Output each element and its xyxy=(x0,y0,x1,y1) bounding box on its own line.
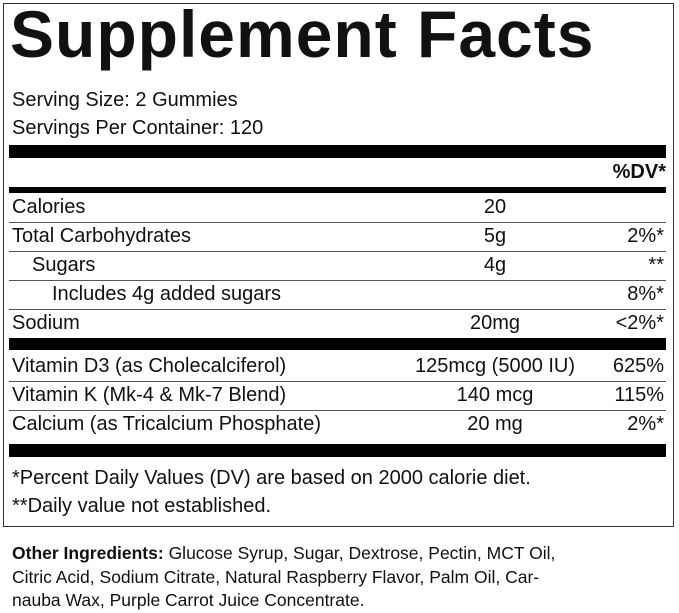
ingredients-line: Other Ingredients: Glucose Syrup, Sugar,… xyxy=(12,542,555,566)
row-name: Includes 4g added sugars xyxy=(52,283,282,305)
row-rule xyxy=(9,309,666,310)
row-dv: 2%* xyxy=(627,413,664,435)
row-rule xyxy=(9,280,666,281)
row-rule xyxy=(9,222,666,223)
row-rule xyxy=(9,381,666,382)
thick-bar xyxy=(9,338,666,350)
footnote: **Daily value not established. xyxy=(12,495,272,517)
row-amount: 4g xyxy=(483,254,507,276)
ingredients-text: Glucose Syrup, Sugar, Dextrose, Pectin, … xyxy=(168,543,556,563)
row-name: Vitamin D3 (as Cholecalciferol) xyxy=(12,355,287,377)
thick-bar xyxy=(9,145,666,158)
title: Supplement Facts xyxy=(10,0,595,71)
row-dv: ** xyxy=(648,254,664,276)
ingredients-line: nauba Wax, Purple Carrot Juice Concentra… xyxy=(12,589,555,613)
row-name: Sugars xyxy=(32,254,96,276)
ingredients-text: nauba Wax, Purple Carrot Juice Concentra… xyxy=(12,590,365,610)
row-amount: 5g xyxy=(483,225,507,247)
other-ingredients: Other Ingredients: Glucose Syrup, Sugar,… xyxy=(12,542,555,613)
row-amount: 20mg xyxy=(469,312,521,334)
label-box xyxy=(3,3,674,527)
ingredients-text: Citric Acid, Sodium Citrate, Natural Ras… xyxy=(12,566,540,587)
row-name: Calories xyxy=(12,196,86,218)
thick-bar xyxy=(9,444,666,457)
row-dv: <2%* xyxy=(615,312,664,334)
row-rule xyxy=(9,410,666,411)
row-dv: 8%* xyxy=(627,283,664,305)
row-amount: 20 mg xyxy=(467,413,523,435)
row-amount: 125mcg (5000 IU) xyxy=(414,355,576,377)
row-amount: 20 xyxy=(483,196,507,218)
footnote: *Percent Daily Values (DV) are based on … xyxy=(12,467,531,489)
row-name: Calcium (as Tricalcium Phosphate) xyxy=(12,413,321,435)
ingredients-label: Other Ingredients: xyxy=(12,543,164,563)
row-name: Total Carbohydrates xyxy=(12,225,191,247)
row-dv: 625% xyxy=(612,355,664,377)
row-dv: 115% xyxy=(614,384,664,406)
row-name: Vitamin K (Mk-4 & Mk-7 Blend) xyxy=(12,384,287,406)
row-amount: 140 mcg xyxy=(456,384,534,406)
row-dv: 2%* xyxy=(627,225,664,247)
ingredients-line: Citric Acid, Sodium Citrate, Natural Ras… xyxy=(12,566,555,590)
row-rule xyxy=(9,251,666,252)
servings-per-container: Servings Per Container: 120 xyxy=(12,117,264,139)
row-name: Sodium xyxy=(12,312,80,334)
dv-header: %DV* xyxy=(612,161,666,183)
medium-bar xyxy=(9,187,666,193)
serving-size: Serving Size: 2 Gummies xyxy=(12,89,238,111)
